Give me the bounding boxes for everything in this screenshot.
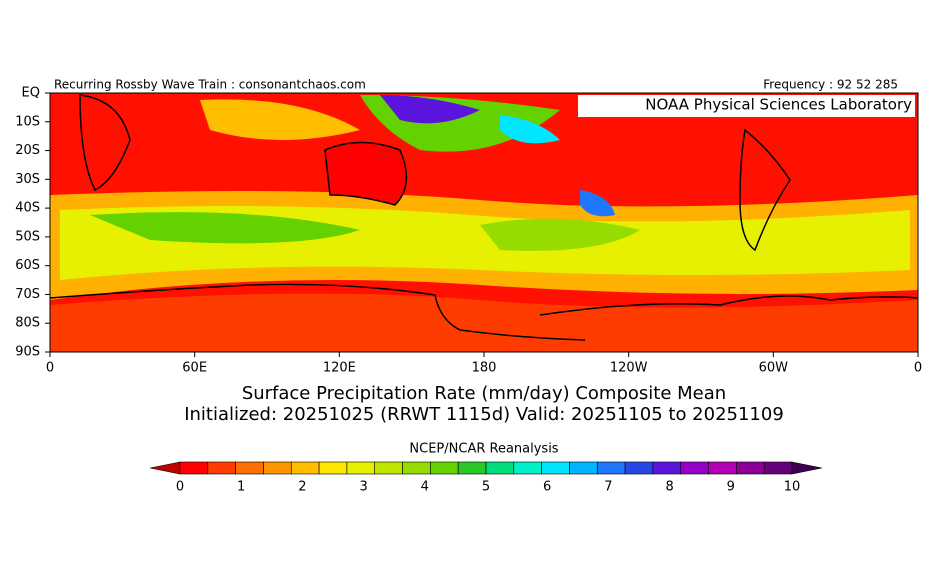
lon-label: 120W [610, 361, 648, 376]
precip-blob [90, 212, 360, 244]
colorbar-tick-label: 1 [237, 480, 245, 495]
colorbar-box [318, 461, 348, 475]
colorbar-arrow [149, 461, 181, 475]
colorbar-tick-label: 3 [359, 480, 367, 495]
lon-label: 0 [914, 361, 922, 376]
map-field [49, 92, 919, 353]
lat-label: EQ [22, 86, 40, 101]
colorbar-box [374, 461, 403, 475]
coastline [49, 283, 919, 341]
precip-band [50, 293, 918, 352]
colorbar-tick-label: 8 [665, 480, 673, 495]
header-left: Recurring Rossby Wave Train : consonantc… [54, 78, 366, 92]
lat-label: 30S [15, 172, 40, 187]
lat-label: 50S [15, 229, 40, 244]
colorbar-box [680, 461, 709, 475]
lon-label: 120E [323, 361, 356, 376]
badge-text: NOAA Physical Sciences Laboratory [645, 96, 912, 114]
colorbar-box [402, 461, 431, 475]
colorbar-tick-label: 6 [543, 480, 551, 495]
precip-blob [580, 190, 615, 217]
colorbar-box [763, 461, 793, 475]
colorbar-box [457, 461, 487, 475]
colorbar-box [541, 461, 570, 475]
colorbar-box [290, 461, 320, 475]
lat-label: 80S [15, 316, 40, 331]
colorbar-box [346, 461, 376, 475]
colorbar-box [652, 461, 682, 475]
precip-blob [500, 115, 560, 144]
header-right: Frequency : 92 52 285 [763, 78, 898, 92]
colorbar-tick-label: 5 [482, 480, 490, 495]
lat-label: 70S [15, 287, 40, 302]
colorbar-tick-label: 10 [784, 480, 801, 495]
title-line: Initialized: 20251025 (RRWT 1115d) Valid… [184, 404, 784, 425]
title-line: Surface Precipitation Rate (mm/day) Comp… [242, 383, 726, 404]
colorbar-tick-label: 2 [298, 480, 306, 495]
colorbar-tick-label: 4 [421, 480, 429, 495]
lon-label: 60W [759, 361, 789, 376]
colorbar-box [708, 461, 737, 475]
lon-label: 60E [182, 361, 207, 376]
colorbar-box [430, 461, 459, 475]
lat-label: 20S [15, 143, 40, 158]
lat-label: 10S [15, 114, 40, 129]
colorbar-box [624, 461, 654, 475]
colorbar-label: NCEP/NCAR Reanalysis [409, 442, 558, 457]
precip-blob [480, 218, 640, 251]
lat-label: 90S [15, 345, 40, 360]
lat-label: 60S [15, 258, 40, 273]
lon-label: 0 [46, 361, 54, 376]
colorbar-box [263, 461, 292, 475]
colorbar-box [235, 461, 264, 475]
colorbar-box [179, 461, 209, 475]
colorbar-tick-label: 0 [176, 480, 184, 495]
coastline [79, 94, 131, 192]
colorbar-tick-label: 7 [604, 480, 612, 495]
colorbar-box [596, 461, 626, 475]
colorbar-box [485, 461, 515, 475]
precip-blob [200, 99, 360, 140]
badge-box [578, 95, 915, 117]
lon-label: 180 [472, 361, 497, 376]
coastline [324, 141, 408, 206]
coastline [739, 128, 791, 252]
colorbar-box [569, 461, 598, 475]
colorbar-box [513, 461, 542, 475]
lat-label: 40S [15, 201, 40, 216]
precip-blob [380, 95, 480, 124]
colorbar-box [736, 461, 765, 475]
colorbar-arrow [791, 461, 823, 475]
colorbar-tick-label: 9 [727, 480, 735, 495]
colorbar-box [207, 461, 236, 475]
